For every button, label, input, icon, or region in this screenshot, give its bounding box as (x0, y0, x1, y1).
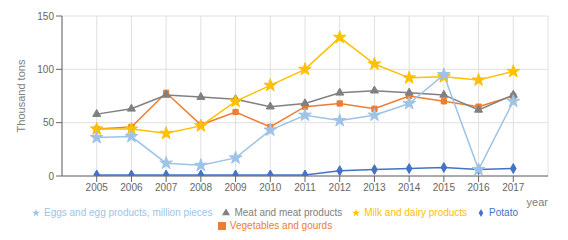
svg-text:2017: 2017 (502, 182, 525, 193)
svg-text:100: 100 (37, 64, 54, 75)
svg-text:50: 50 (43, 117, 55, 128)
svg-text:2012: 2012 (329, 182, 352, 193)
svg-text:0: 0 (48, 171, 54, 182)
svg-text:2011: 2011 (294, 182, 316, 193)
svg-text:2009: 2009 (224, 182, 247, 193)
svg-text:2016: 2016 (467, 182, 490, 193)
html-text:Vegetables and gourds: Vegetables and gourds (229, 220, 333, 231)
svg-text:Thousand tons: Thousand tons (15, 59, 27, 132)
svg-text:2006: 2006 (120, 182, 143, 193)
svg-text:2013: 2013 (363, 182, 386, 193)
svg-text:2014: 2014 (398, 182, 421, 193)
html-text:Meat and meat products: Meat and meat products (234, 207, 343, 218)
svg-text:year: year (527, 196, 549, 208)
html-text:Eggs and egg products, million: Eggs and egg products, million pieces (44, 207, 213, 218)
html-text:Milk and dairy products: Milk and dairy products (364, 207, 468, 218)
svg-text:150: 150 (37, 11, 54, 22)
svg-text:2005: 2005 (86, 182, 109, 193)
svg-text:2015: 2015 (433, 182, 456, 193)
svg-text:2007: 2007 (155, 182, 178, 193)
html-text:Potato: Potato (489, 207, 518, 218)
svg-text:2010: 2010 (259, 182, 282, 193)
svg-text:2008: 2008 (190, 182, 213, 193)
